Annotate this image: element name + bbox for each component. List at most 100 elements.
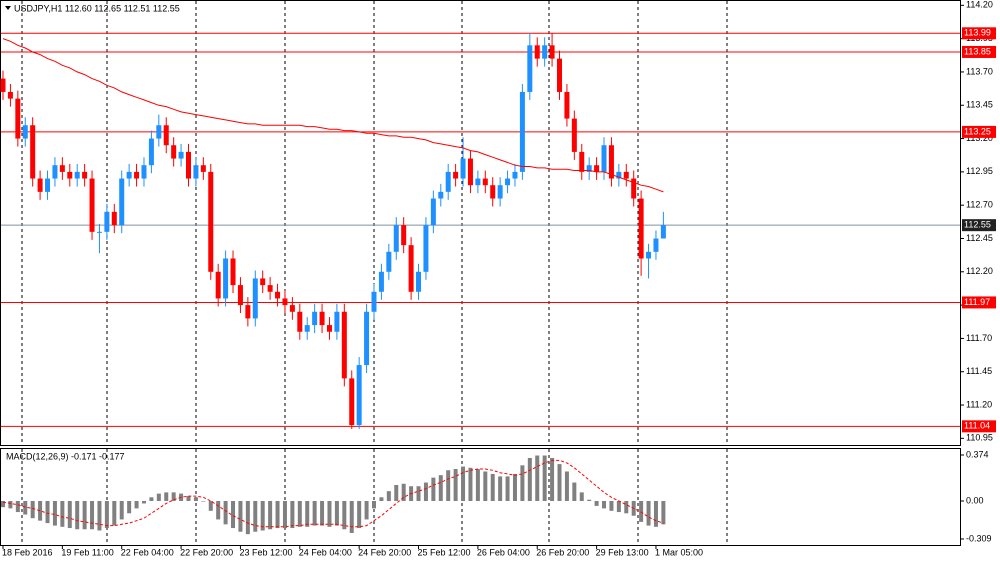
candle-body	[7, 91, 13, 99]
candle-body	[156, 125, 162, 139]
macd-bar	[520, 465, 525, 501]
candle-body	[111, 211, 117, 226]
macd-bar	[201, 500, 206, 502]
macd-bar	[208, 500, 213, 511]
y-tick-label: 113.45	[966, 100, 993, 110]
macd-bar	[646, 500, 651, 526]
x-tick-label: 29 Feb 13:00	[596, 547, 649, 557]
macd-bar	[334, 500, 339, 526]
y-tick-label: 111.45	[966, 366, 992, 376]
candle-body	[482, 178, 488, 186]
candle-body	[490, 185, 496, 199]
x-tick-label: 25 Feb 12:00	[418, 547, 471, 557]
y-tick-label: 112.20	[966, 266, 993, 276]
candle-body	[289, 305, 295, 312]
candle-body	[186, 151, 191, 179]
macd-bar	[372, 500, 376, 509]
macd-bar	[149, 497, 154, 501]
macd-signal	[2, 459, 664, 528]
level-tag	[962, 125, 996, 138]
y-tick-label: 112.95	[966, 166, 993, 176]
level-tag	[962, 296, 996, 309]
macd-bar	[587, 499, 592, 501]
macd-bar	[431, 477, 436, 501]
macd-bar	[112, 500, 117, 526]
current-price-tag	[962, 219, 996, 232]
level-label: 113.99	[964, 28, 991, 38]
macd-bar	[394, 485, 399, 501]
candle-body	[59, 165, 65, 172]
candle-body	[312, 311, 318, 326]
candle-body	[178, 151, 184, 159]
level-tag	[962, 45, 996, 58]
candle-body	[534, 45, 540, 59]
candle-body	[200, 165, 206, 172]
candle-body	[334, 311, 340, 332]
macd-bar	[119, 500, 124, 520]
candle-body	[134, 171, 140, 179]
candle-body	[267, 285, 273, 292]
candle-body	[571, 118, 577, 152]
candle-body	[148, 138, 154, 166]
candle-body	[67, 171, 73, 179]
macd-bar	[223, 500, 228, 525]
candle-body	[430, 198, 436, 226]
x-tick-label: 19 Feb 11:00	[61, 547, 113, 557]
candle-body	[30, 125, 36, 179]
candle-body	[349, 378, 355, 426]
macd-bar	[594, 500, 599, 506]
macd-bar	[52, 500, 57, 526]
macd-bar	[527, 457, 532, 501]
macd-bar	[268, 500, 273, 530]
candle-body	[364, 311, 370, 366]
macd-bar	[483, 471, 488, 501]
level-label: 111.04	[964, 421, 990, 431]
candle-body	[505, 178, 511, 186]
macd-bar	[498, 476, 503, 501]
macd-bar	[67, 500, 72, 529]
macd-bar	[305, 500, 310, 527]
candle-body	[319, 311, 325, 326]
candle-body	[119, 178, 125, 226]
macd-frame	[0, 448, 961, 546]
macd-bar	[342, 500, 347, 530]
candle-body	[401, 225, 407, 246]
macd-bar	[231, 500, 236, 529]
macd-bar	[141, 500, 146, 504]
macd-bar	[564, 471, 569, 501]
collapse-icon	[5, 6, 11, 10]
macd-bar	[45, 500, 50, 524]
candle-body	[438, 191, 444, 199]
macd-bar	[550, 457, 555, 501]
macd-bar	[401, 483, 406, 501]
y-tick-label: 112.45	[966, 233, 993, 243]
macd-bar	[245, 500, 250, 535]
level-label: 113.85	[964, 46, 991, 56]
macd-bar	[379, 497, 384, 501]
macd-bar	[468, 467, 473, 501]
y-tick-label: 112.70	[966, 200, 993, 210]
candle-body	[163, 125, 169, 146]
y-tick-label: 114.20	[966, 0, 993, 10]
candle-body	[393, 225, 399, 252]
macd-tick-label: 0.374	[966, 449, 989, 459]
candle-body	[208, 171, 214, 272]
candle-body	[497, 185, 503, 199]
macd-bar	[134, 500, 139, 509]
candle-body	[260, 278, 266, 286]
candle-body	[519, 91, 525, 172]
candle-body	[171, 145, 177, 159]
macd-bar	[127, 500, 132, 514]
candle-body	[0, 78, 6, 92]
candle-body	[631, 178, 637, 199]
macd-bar	[505, 476, 510, 501]
level-tag	[962, 420, 996, 433]
candle-body	[594, 165, 600, 172]
macd-bar	[275, 500, 280, 529]
candle-body	[512, 171, 518, 179]
candle-body	[22, 125, 28, 139]
candle-body	[608, 145, 614, 179]
candle-body	[245, 305, 251, 319]
macd-bar	[446, 470, 451, 501]
